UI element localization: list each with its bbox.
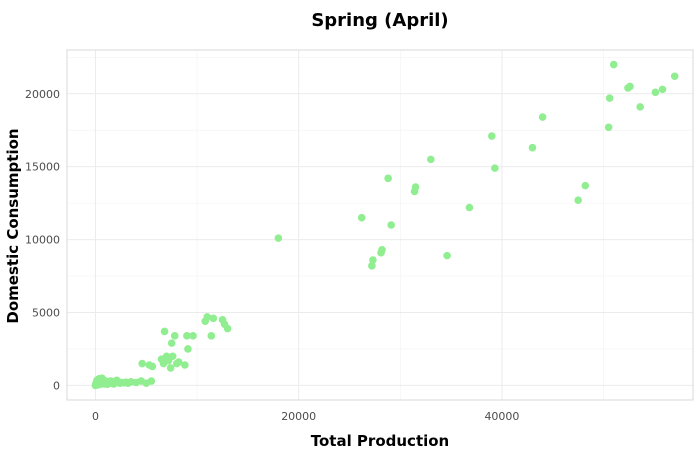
data-point bbox=[411, 183, 420, 191]
data-point bbox=[528, 143, 537, 152]
data-point bbox=[184, 345, 192, 353]
chart-title: Spring (April) bbox=[311, 10, 448, 31]
data-point bbox=[491, 164, 499, 172]
data-point bbox=[368, 262, 376, 270]
data-point bbox=[581, 181, 590, 190]
y-tick-label: 5000 bbox=[32, 307, 60, 320]
data-point bbox=[378, 245, 386, 254]
x-tick-label: 0 bbox=[92, 410, 99, 423]
data-point bbox=[604, 123, 613, 132]
data-point bbox=[209, 314, 218, 323]
data-point bbox=[166, 364, 175, 372]
data-point bbox=[658, 85, 667, 94]
data-point bbox=[189, 332, 197, 340]
data-point bbox=[147, 377, 156, 385]
data-point bbox=[357, 213, 366, 222]
data-point bbox=[465, 203, 474, 212]
data-points bbox=[91, 60, 679, 390]
data-point bbox=[626, 82, 634, 91]
data-point bbox=[387, 221, 395, 229]
y-tick-label: 10000 bbox=[25, 234, 60, 247]
data-point bbox=[174, 358, 183, 366]
data-point bbox=[274, 234, 283, 242]
data-point bbox=[651, 88, 660, 97]
grid-lines bbox=[67, 50, 693, 400]
data-point bbox=[427, 155, 435, 164]
data-point bbox=[443, 251, 451, 260]
data-point bbox=[168, 352, 177, 361]
plot-panel-border bbox=[66, 49, 694, 401]
data-point bbox=[369, 256, 377, 264]
data-point bbox=[636, 103, 644, 111]
data-point bbox=[138, 359, 147, 368]
data-point bbox=[223, 324, 232, 333]
data-point bbox=[203, 313, 212, 321]
tick-labels: 0 20000 40000 0 5000 10000 15000 20000 bbox=[25, 88, 519, 423]
data-point bbox=[181, 361, 189, 369]
data-point bbox=[97, 380, 106, 388]
data-point bbox=[605, 94, 614, 102]
data-point bbox=[106, 377, 115, 385]
data-point bbox=[487, 132, 496, 140]
data-point bbox=[574, 196, 582, 205]
data-point bbox=[167, 339, 176, 347]
data-point bbox=[538, 113, 547, 121]
y-tick-label: 15000 bbox=[25, 161, 60, 174]
y-tick-label: 20000 bbox=[25, 88, 60, 101]
data-point bbox=[183, 332, 191, 340]
data-point bbox=[609, 60, 618, 69]
x-axis-label: Total Production bbox=[311, 432, 450, 450]
data-point bbox=[207, 332, 216, 340]
data-point bbox=[170, 332, 179, 340]
data-point bbox=[670, 72, 679, 81]
x-tick-label: 20000 bbox=[281, 410, 316, 423]
data-point bbox=[160, 327, 169, 336]
data-point bbox=[384, 174, 392, 183]
x-tick-label: 40000 bbox=[484, 410, 519, 423]
data-point bbox=[148, 362, 157, 371]
data-point bbox=[112, 376, 121, 385]
y-axis-label: Domestic Consumption bbox=[4, 128, 22, 323]
y-tick-label: 0 bbox=[53, 379, 60, 392]
